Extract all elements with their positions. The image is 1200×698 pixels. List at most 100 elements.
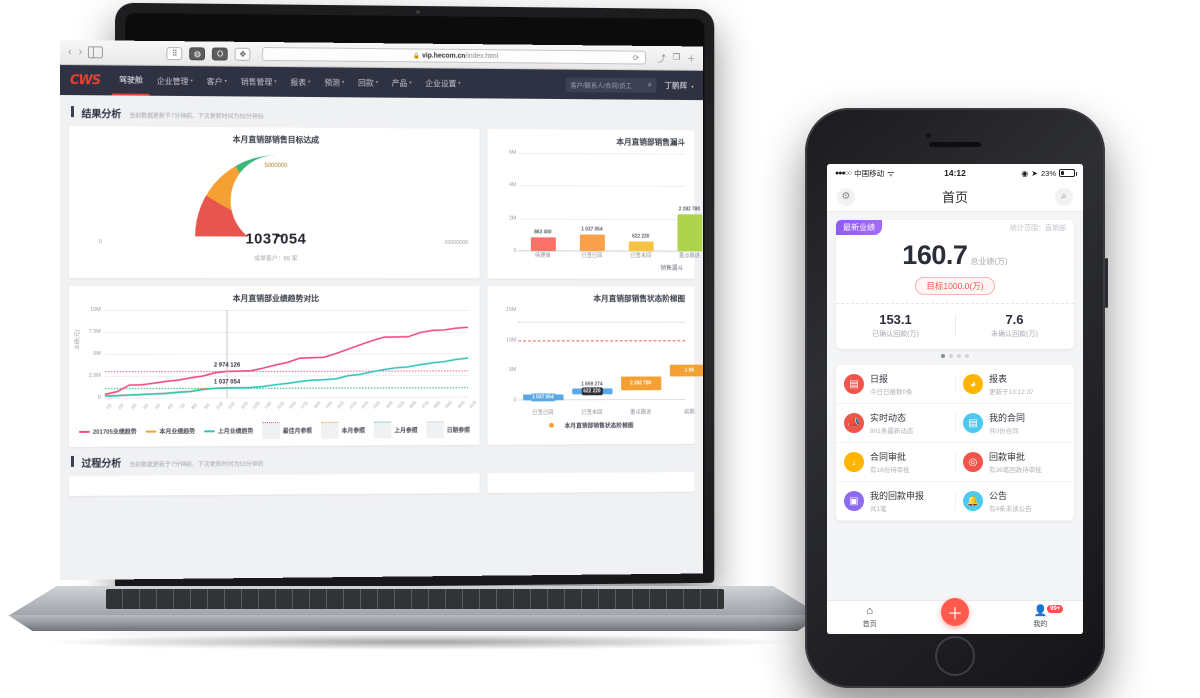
carousel-dot-0[interactable]: [941, 354, 945, 358]
x-tick-label: 28日: [432, 399, 442, 410]
legend-item-2[interactable]: 上月业绩趋势: [203, 422, 253, 439]
series-201705业绩趋势: [105, 327, 468, 394]
grid-item-text: 我的回款申报 共1笔: [870, 489, 924, 513]
tab-mine[interactable]: 👤 我的 99+: [998, 605, 1083, 629]
grid-item-公告[interactable]: 🔔 公告 有4条未读公告: [955, 482, 1074, 520]
browser-nav[interactable]: ‹ ›: [68, 46, 82, 58]
nav-item-label: 企业设置: [425, 78, 457, 88]
address-bar[interactable]: 🔒 vip.hecom.cn/index.html ⟳: [262, 46, 646, 65]
x-tick-label: 9日: [202, 402, 211, 410]
card-process-right: [487, 472, 695, 494]
grid-item-我的合同[interactable]: ▤ 我的合同 共0份合同: [955, 404, 1074, 442]
globe-icon[interactable]: ◍: [189, 46, 206, 60]
bar-xlabel: 销售漏斗: [660, 266, 684, 272]
nav-item-1[interactable]: 企业管理 ▾: [150, 66, 200, 96]
y-tick-label: 0: [513, 248, 517, 254]
gauge-value: 1037054: [245, 230, 307, 248]
grid-item-title: 我的回款申报: [870, 491, 925, 501]
legend-item-5[interactable]: 上月参照: [373, 421, 418, 439]
grid-icon[interactable]: ⠿: [166, 46, 183, 60]
section-header-process: 过程分析 当前数据更新于7分钟前，下次更新时间为53分钟后: [70, 452, 695, 470]
carousel-dot-3[interactable]: [965, 354, 969, 358]
annotation-1: 1 037 054: [213, 379, 241, 386]
reload-icon[interactable]: ⟳: [632, 53, 640, 62]
nav-item-3[interactable]: 销售管理 ▾: [234, 67, 284, 97]
megaphone-icon: 📣: [844, 413, 864, 433]
report-icon: ▤: [844, 374, 864, 394]
x-tick-label: 19日: [323, 400, 334, 410]
grid-item-title: 报表: [989, 374, 1008, 384]
x-tick-label: 7日: [178, 402, 187, 411]
chevron-down-icon: ▾: [458, 80, 461, 87]
grid-item-实时动态[interactable]: 📣 实时动态 801条最新动态: [836, 404, 955, 442]
split-confirmed: 153.1 已确认回款(万): [836, 304, 955, 349]
x-tick-label: 2日: [117, 402, 126, 411]
chevron-down-icon: ▾: [308, 79, 311, 86]
nav-items: 驾驶舱 企业管理 ▾ 客户 ▾ 销售管理 ▾ 报表 ▾ 预测 ▾ 回款 ▾ 产品 ▾ 企业设置 ▾: [112, 65, 467, 98]
chevron-down-icon: ▾: [274, 78, 277, 85]
y-tick-label: 4M: [509, 182, 517, 189]
nav-item-4[interactable]: 报表 ▾: [284, 67, 318, 97]
carousel-dots[interactable]: [836, 354, 1074, 358]
x-tick-label: 16日: [287, 400, 298, 410]
phone-power-button[interactable]: [1105, 258, 1108, 308]
back-icon[interactable]: ‹: [67, 46, 72, 59]
bar-value-label: 1 037 054: [581, 226, 603, 233]
carousel-dot-2[interactable]: [957, 354, 961, 358]
nav-item-2[interactable]: 客户 ▾: [200, 66, 234, 96]
y-tick-label: 10M: [506, 337, 517, 344]
global-search[interactable]: 客户/联系人/合同/员工 ⌕: [565, 76, 657, 93]
opera-icon[interactable]: O: [212, 47, 229, 61]
card-waterfall: 本月直销部销售状态阶梯图 0 5M 10M 15M 1 037 054 已签已回 622 2…: [487, 286, 704, 445]
phone-tab-bar: ⌂ 首页 👤 我的 99+ ＋: [827, 598, 1083, 634]
split-value-2: 7.6: [1005, 312, 1024, 327]
nav-item-5[interactable]: 预测 ▾: [317, 67, 351, 97]
x-tick-label: 27日: [420, 399, 430, 410]
sidebar-toggle-icon[interactable]: [88, 46, 104, 59]
add-button[interactable]: ＋: [941, 598, 969, 626]
chart-title-waterfall: 本月直销部销售状态阶梯图: [593, 294, 686, 304]
search-icon[interactable]: ⌕: [1055, 187, 1073, 206]
performance-card[interactable]: 最新业绩 统计范围：直销部 160.7 总业绩(万) 目标1000.0(万) 15…: [836, 220, 1074, 349]
nav-item-6[interactable]: 回款 ▾: [351, 68, 385, 98]
grid-item-日报[interactable]: ▤ 日报 今日日报数0条: [836, 365, 955, 403]
waterfall-legend: 本月直销部销售状态阶梯图: [493, 420, 689, 430]
phone-home-button[interactable]: [935, 636, 975, 676]
grid-item-报表[interactable]: ◕ 报表 更新于13:12:37: [955, 365, 1074, 403]
contract-icon: ▤: [963, 413, 983, 433]
grid-item-我的回款申报[interactable]: ▣ 我的回款申报 共1笔: [836, 482, 955, 520]
url-host: vip.hecom.cn: [422, 52, 466, 60]
nav-item-7[interactable]: 产品 ▾: [385, 68, 419, 98]
hecom-logo[interactable]: CWS: [69, 72, 101, 88]
legend-item-1[interactable]: 本月业绩趋势: [145, 422, 195, 439]
legend-item-3[interactable]: 最佳月参照: [262, 422, 312, 440]
annotation-0: 2 974 126: [213, 362, 241, 369]
nav-item-label: 回款: [358, 78, 374, 88]
tab-home[interactable]: ⌂ 首页: [827, 606, 912, 629]
pointer-icon[interactable]: ✥: [234, 47, 251, 61]
x-tick-label: 20日: [336, 400, 346, 410]
search-input[interactable]: 客户/联系人/合同/员工: [570, 82, 632, 90]
x-tick-label: 18日: [311, 400, 322, 410]
user-menu[interactable]: 丁鹏辉 ▾: [664, 80, 693, 91]
plus-icon[interactable]: ＋: [686, 53, 696, 64]
grid-item-合同审批[interactable]: ↓ 合同审批 有18份待审批: [836, 443, 955, 481]
carousel-dot-1[interactable]: [949, 354, 953, 358]
search-icon[interactable]: ⌕: [647, 80, 652, 89]
legend-item-6[interactable]: 日期参照: [426, 421, 470, 439]
main-value: 160.7: [902, 240, 968, 270]
share-icon[interactable]: ⤴: [657, 53, 666, 64]
nav-item-0[interactable]: 驾驶舱: [112, 65, 150, 96]
legend-item-0[interactable]: 201705业绩趋势: [78, 423, 137, 440]
battery-icon: [1059, 169, 1077, 177]
gridline: [518, 218, 686, 220]
forward-icon[interactable]: ›: [78, 46, 83, 59]
grid-item-回款审批[interactable]: ◎ 回款审批 有36笔回款待审批: [955, 443, 1074, 481]
laptop-front-edge: [8, 615, 822, 631]
tabs-icon[interactable]: ❐: [672, 51, 681, 62]
gear-icon[interactable]: ⚙: [837, 187, 855, 206]
legend-item-4[interactable]: 本月参照: [321, 421, 365, 439]
nav-item-8[interactable]: 企业设置 ▾: [418, 68, 467, 98]
laptop-mockup: ‹ › ⠿ ◍ O ✥ 🔒 vip.hecom.cn/index.html ⟳ …: [0, 0, 830, 698]
grid-item-title: 实时动态: [870, 413, 907, 423]
